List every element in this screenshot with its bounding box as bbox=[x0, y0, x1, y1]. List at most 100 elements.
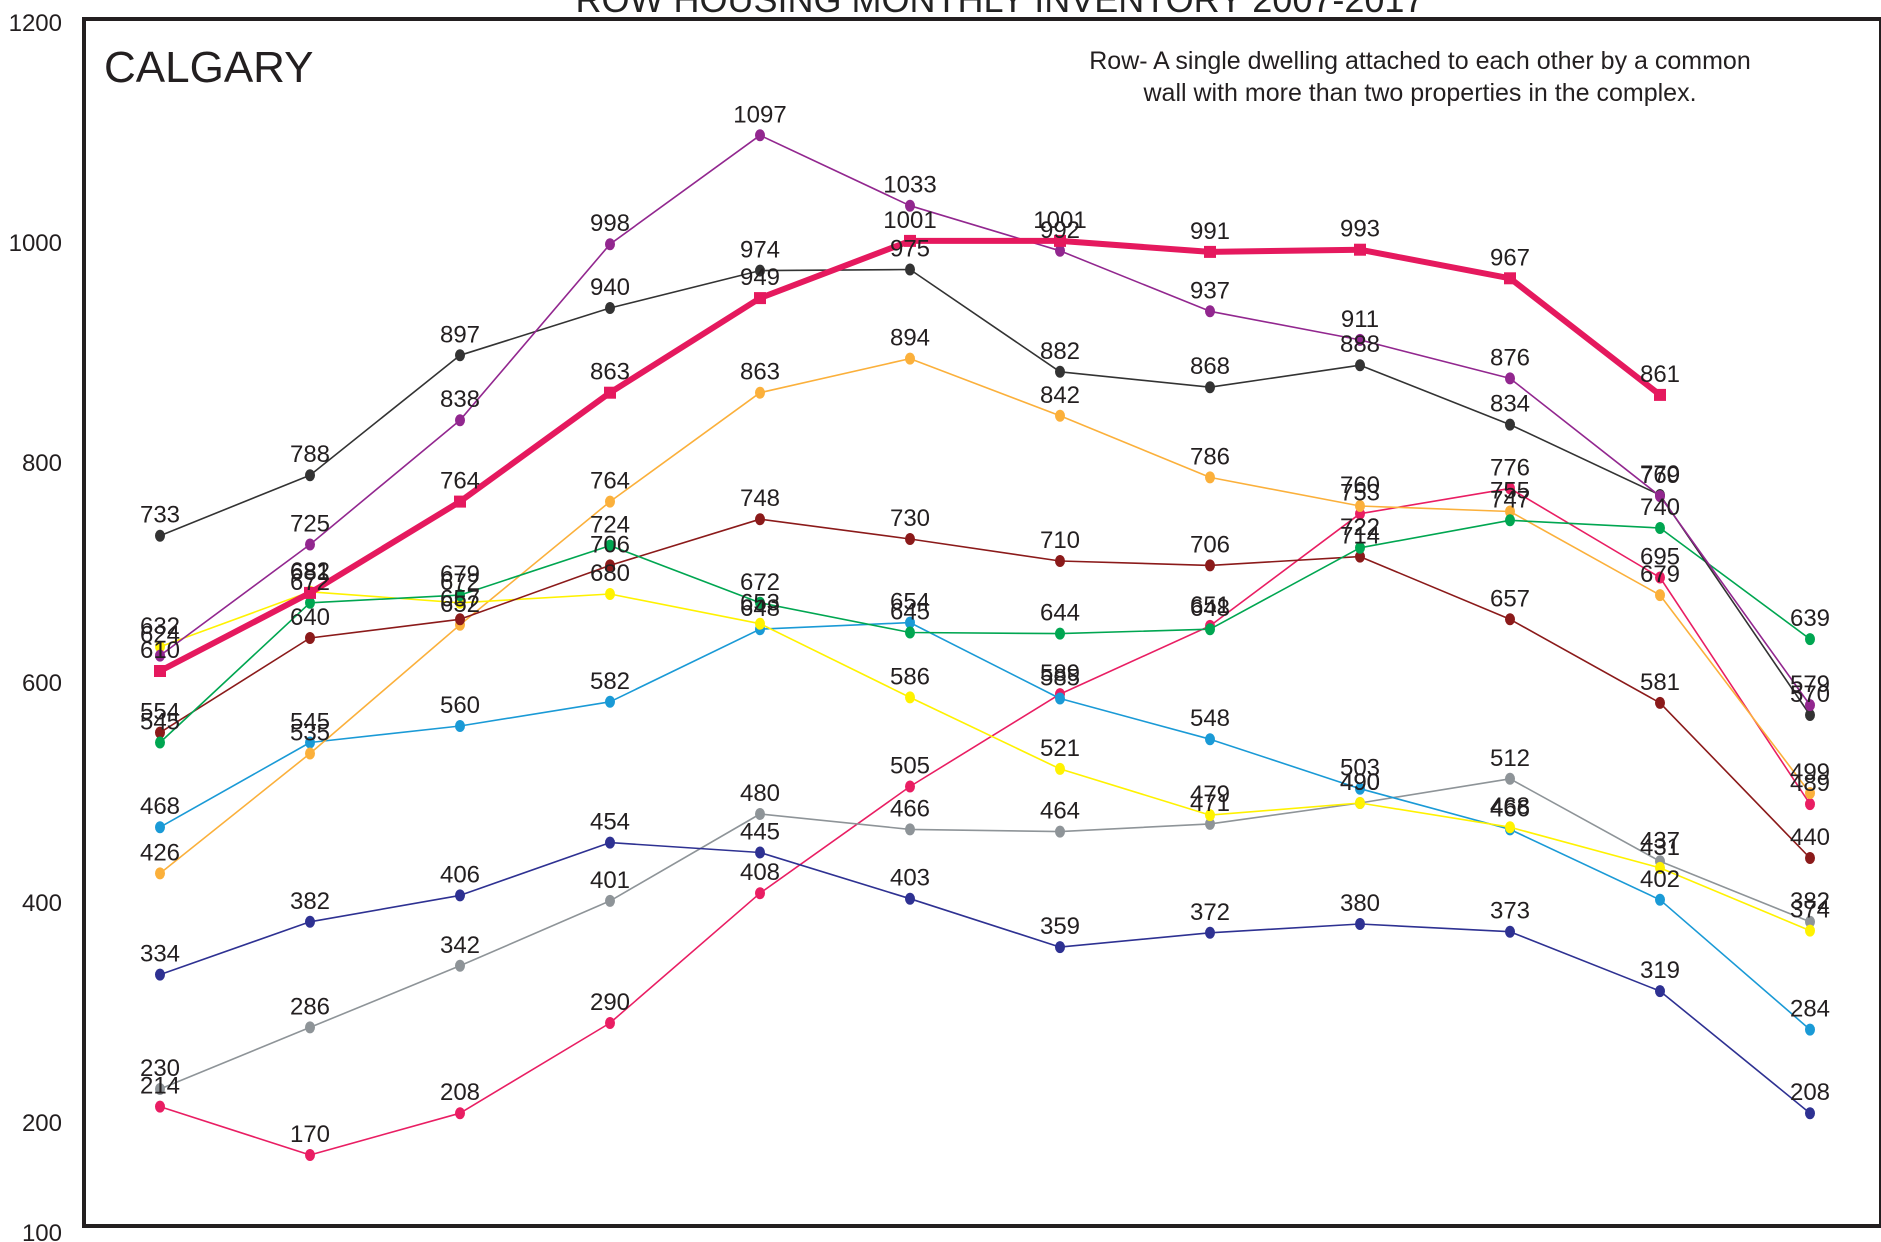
data-label: 490 bbox=[1340, 769, 1380, 796]
series-1-line bbox=[159, 487, 1811, 1156]
data-point bbox=[305, 736, 315, 749]
data-label: 769 bbox=[1640, 462, 1680, 489]
data-label: 342 bbox=[440, 932, 480, 959]
data-label: 512 bbox=[1490, 745, 1530, 772]
data-label: 406 bbox=[440, 861, 480, 888]
series-11 bbox=[154, 234, 1666, 677]
data-point bbox=[1355, 333, 1365, 346]
data-label: 440 bbox=[1790, 824, 1830, 851]
data-label: 586 bbox=[890, 663, 930, 690]
data-point bbox=[155, 821, 165, 834]
data-point bbox=[1205, 926, 1215, 939]
data-point bbox=[605, 894, 615, 907]
data-label: 1001 bbox=[1033, 207, 1086, 234]
data-label: 382 bbox=[1790, 888, 1830, 915]
data-label: 764 bbox=[440, 468, 480, 495]
series-10-line bbox=[159, 134, 1811, 706]
data-label: 897 bbox=[440, 321, 480, 348]
data-point bbox=[605, 539, 615, 552]
data-point bbox=[455, 1107, 465, 1120]
chart-title: ROW HOUSING MONTHLY INVENTORY 2007-2017 bbox=[576, 0, 1425, 20]
data-label: 949 bbox=[740, 264, 780, 291]
data-label: 679 bbox=[1640, 561, 1680, 588]
data-point bbox=[1205, 817, 1215, 830]
series-2-line bbox=[159, 777, 1811, 1090]
data-label: 834 bbox=[1490, 391, 1530, 418]
data-point bbox=[1805, 699, 1815, 712]
data-point bbox=[905, 616, 915, 629]
data-label: 374 bbox=[1790, 897, 1830, 924]
data-point bbox=[755, 887, 765, 900]
data-point bbox=[1655, 571, 1665, 584]
data-point bbox=[605, 238, 615, 251]
data-label: 284 bbox=[1790, 996, 1830, 1023]
data-point bbox=[155, 1083, 165, 1095]
data-label: 581 bbox=[1640, 669, 1680, 696]
data-point bbox=[1055, 244, 1065, 257]
data-label: 382 bbox=[290, 888, 330, 915]
data-point bbox=[1805, 787, 1815, 800]
data-label: 468 bbox=[140, 793, 180, 820]
data-label: 214 bbox=[140, 1073, 180, 1100]
data-label: 380 bbox=[1340, 890, 1380, 917]
data-point bbox=[1805, 924, 1815, 937]
data-label: 582 bbox=[590, 668, 630, 695]
data-point bbox=[1205, 809, 1215, 822]
data-label: 680 bbox=[590, 560, 630, 587]
data-label: 521 bbox=[1040, 735, 1080, 762]
data-point bbox=[1654, 388, 1666, 401]
data-label: 838 bbox=[440, 386, 480, 413]
data-point bbox=[1205, 733, 1215, 746]
series-9-line bbox=[159, 268, 1811, 716]
data-label: 645 bbox=[890, 599, 930, 626]
data-point bbox=[1805, 633, 1815, 646]
data-point bbox=[1505, 925, 1515, 938]
data-point bbox=[305, 747, 315, 760]
data-label: 992 bbox=[1040, 217, 1080, 244]
data-point bbox=[305, 632, 315, 644]
data-label: 560 bbox=[440, 692, 480, 719]
data-point bbox=[455, 349, 465, 362]
data-label: 882 bbox=[1040, 338, 1080, 365]
y-tick-label: 800 bbox=[22, 450, 62, 477]
data-point bbox=[755, 264, 765, 277]
data-label: 842 bbox=[1040, 382, 1080, 409]
data-point bbox=[1205, 305, 1215, 318]
city-label: CALGARY bbox=[104, 43, 314, 92]
series-8 bbox=[155, 514, 1815, 749]
data-label: 672 bbox=[740, 569, 780, 596]
y-tick-label: 1200 bbox=[9, 10, 62, 37]
data-point bbox=[304, 586, 316, 599]
data-label: 373 bbox=[1490, 898, 1530, 925]
data-label: 639 bbox=[1790, 605, 1830, 632]
data-point bbox=[1055, 365, 1065, 378]
data-label: 286 bbox=[290, 993, 330, 1020]
data-point bbox=[1205, 559, 1215, 572]
data-label: 445 bbox=[740, 819, 780, 846]
y-axis: 100 200 400 600 800 1000 1200 bbox=[9, 10, 62, 1242]
series-5 bbox=[155, 352, 1815, 880]
data-label: 372 bbox=[1190, 899, 1230, 926]
data-label: 653 bbox=[740, 590, 780, 617]
series-3-line bbox=[159, 841, 1811, 1114]
data-point bbox=[905, 533, 915, 545]
data-label: 545 bbox=[140, 709, 180, 736]
data-label: 651 bbox=[1190, 592, 1230, 619]
data-label: 764 bbox=[590, 468, 630, 495]
data-point bbox=[1655, 490, 1665, 503]
data-label: 770 bbox=[1640, 461, 1680, 488]
data-label: 479 bbox=[1190, 781, 1230, 808]
data-label: 657 bbox=[440, 585, 480, 612]
y-tick-label: 100 bbox=[22, 1220, 62, 1242]
row-definition-line-2: wall with more than two properties in th… bbox=[1142, 79, 1696, 107]
data-point bbox=[1505, 514, 1515, 527]
data-point bbox=[1205, 471, 1215, 484]
series-6-line bbox=[159, 590, 1811, 932]
data-label: 466 bbox=[1490, 795, 1530, 822]
data-label: 710 bbox=[1040, 527, 1080, 554]
row-definition-line-1: Row- A single dwelling attached to each … bbox=[1089, 47, 1751, 75]
plot-frame bbox=[82, 17, 1881, 1228]
data-point bbox=[1505, 482, 1515, 495]
data-label: 401 bbox=[590, 867, 630, 894]
data-label: 648 bbox=[1190, 595, 1230, 622]
